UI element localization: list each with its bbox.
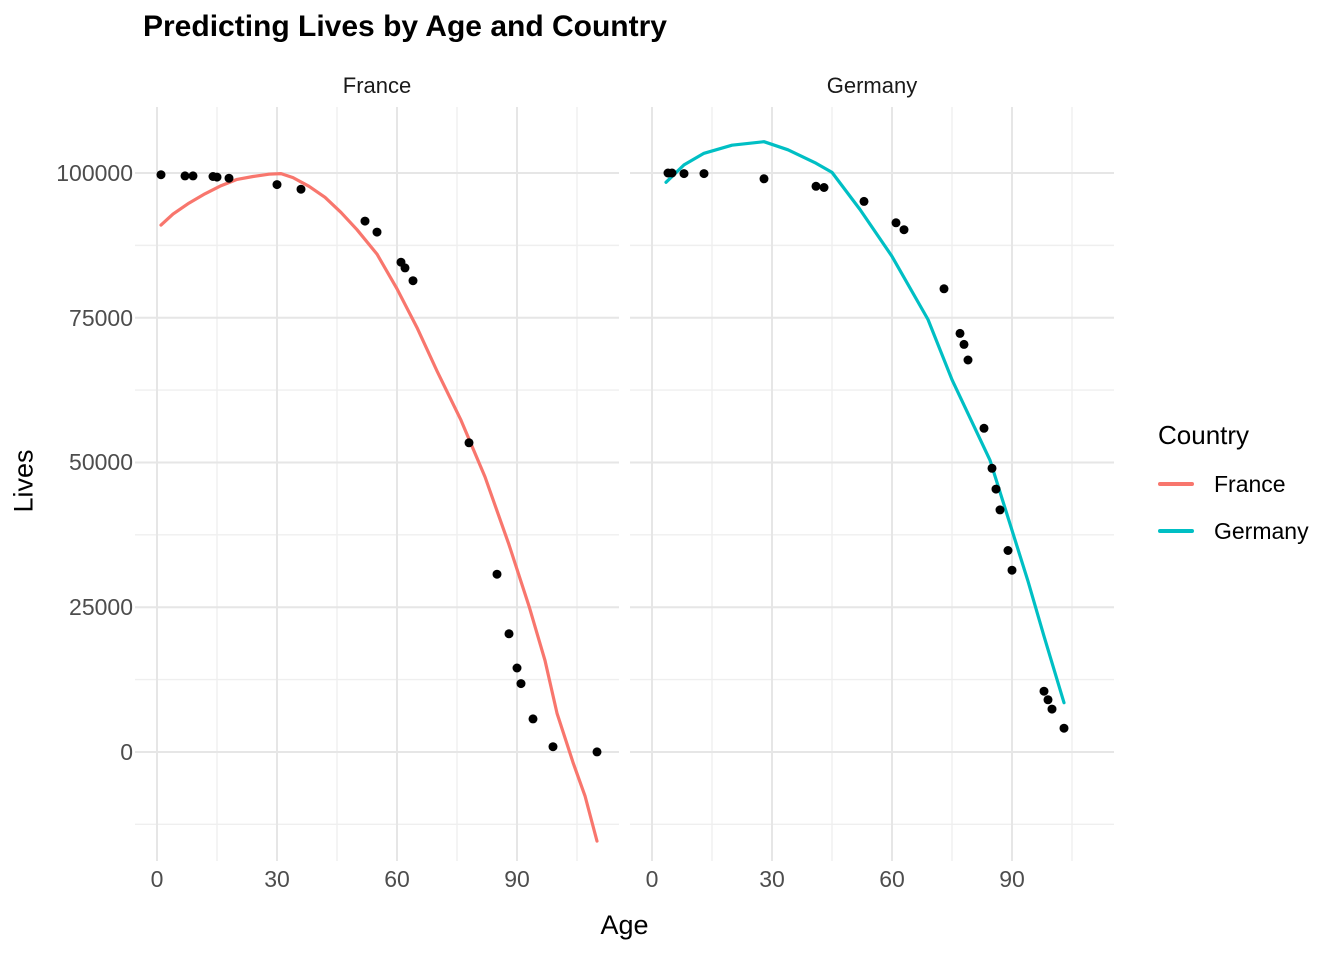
germany-data-point bbox=[995, 505, 1005, 515]
y-tick-label: 0 bbox=[120, 738, 133, 765]
france-data-point bbox=[224, 173, 234, 183]
x-axis-title: Age bbox=[600, 910, 649, 940]
germany-line-swatch bbox=[1158, 529, 1194, 533]
france-data-point bbox=[592, 747, 602, 757]
y-tick-label: 75000 bbox=[69, 304, 133, 331]
germany-data-point bbox=[959, 339, 969, 349]
x-tick-label: 30 bbox=[759, 866, 785, 892]
legend: Country France Germany bbox=[1158, 420, 1309, 546]
y-tick-label: 50000 bbox=[69, 449, 133, 476]
germany-data-point bbox=[679, 169, 689, 179]
x-tick-label: 60 bbox=[384, 866, 410, 892]
germany-data-point bbox=[667, 168, 677, 178]
facet-label-france: France bbox=[342, 73, 412, 98]
germany-data-point bbox=[963, 355, 973, 365]
france-data-point bbox=[180, 171, 190, 181]
germany-data-point bbox=[1043, 695, 1053, 705]
france-data-point bbox=[492, 569, 502, 579]
germany-data-point bbox=[955, 328, 965, 338]
germany-data-point bbox=[991, 484, 1001, 494]
facet-label-germany: Germany bbox=[826, 73, 918, 98]
france-data-point bbox=[512, 663, 522, 673]
legend-label-germany: Germany bbox=[1214, 517, 1309, 544]
y-tick-label: 100000 bbox=[56, 160, 133, 186]
germany-data-point bbox=[1059, 723, 1069, 733]
france-data-point bbox=[400, 263, 410, 273]
germany-data-point bbox=[1007, 565, 1017, 575]
france-data-point bbox=[408, 276, 418, 286]
france-data-point bbox=[504, 629, 514, 639]
france-data-point bbox=[528, 714, 538, 724]
legend-item-germany: Germany bbox=[1158, 516, 1309, 546]
germany-data-point bbox=[1003, 546, 1013, 555]
france-data-point bbox=[516, 679, 526, 689]
france-data-point bbox=[212, 172, 222, 182]
germany-data-point bbox=[891, 218, 901, 228]
x-tick-label: 0 bbox=[645, 866, 659, 892]
x-tick-label: 60 bbox=[879, 866, 905, 892]
y-axis-title: Lives bbox=[8, 449, 39, 513]
germany-data-point bbox=[699, 169, 709, 179]
france-data-point bbox=[548, 742, 558, 752]
germany-data-point bbox=[759, 174, 769, 184]
x-tick-label: 0 bbox=[150, 866, 164, 892]
germany-data-point bbox=[811, 181, 821, 191]
y-tick-label: 25000 bbox=[69, 594, 133, 621]
france-data-point bbox=[156, 170, 166, 180]
legend-title: Country bbox=[1158, 420, 1250, 450]
germany-data-point bbox=[1039, 686, 1049, 696]
france-data-point bbox=[188, 171, 198, 181]
legend-item-france: France bbox=[1158, 469, 1309, 499]
germany-data-point bbox=[899, 225, 909, 235]
x-tick-label: 30 bbox=[264, 866, 290, 892]
france-data-point bbox=[296, 184, 306, 194]
france-line-swatch bbox=[1158, 482, 1194, 486]
x-tick-label: 90 bbox=[999, 866, 1025, 892]
france-data-point bbox=[272, 180, 282, 190]
germany-data-point bbox=[859, 196, 869, 206]
france-data-point bbox=[360, 216, 370, 226]
x-tick-label: 90 bbox=[504, 866, 530, 892]
france-data-point bbox=[372, 227, 382, 237]
germany-data-point bbox=[939, 284, 949, 294]
chart-title: Predicting Lives by Age and Country bbox=[143, 10, 667, 43]
france-smooth-line bbox=[159, 172, 599, 843]
germany-smooth-line bbox=[664, 140, 1066, 705]
legend-label-france: France bbox=[1214, 470, 1286, 497]
france-data-point bbox=[464, 438, 474, 448]
germany-data-point bbox=[987, 463, 997, 473]
germany-data-point bbox=[1047, 704, 1057, 714]
germany-data-point bbox=[979, 423, 989, 433]
germany-data-point bbox=[819, 183, 829, 192]
